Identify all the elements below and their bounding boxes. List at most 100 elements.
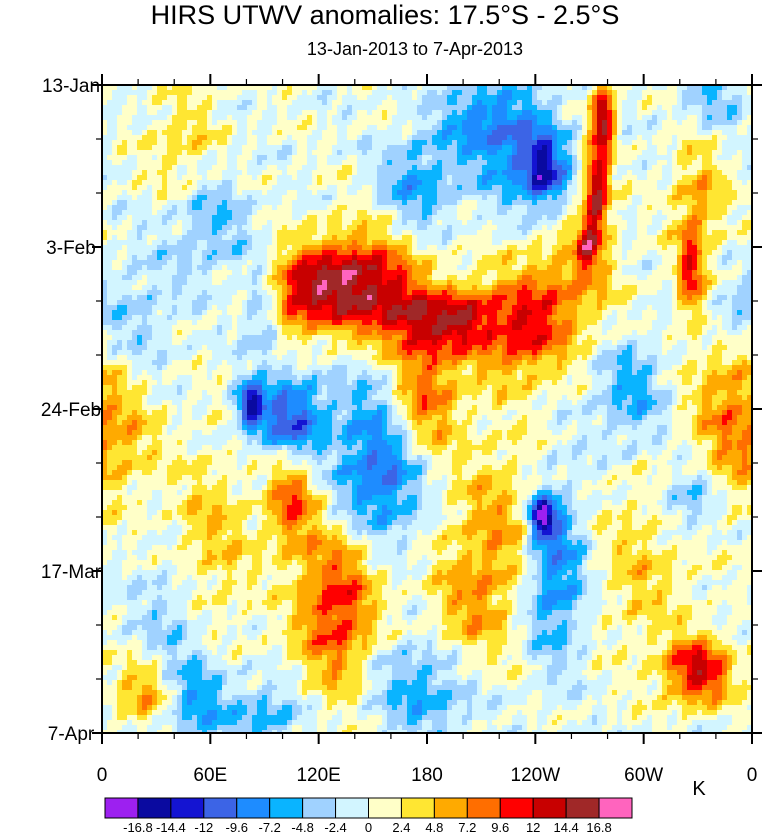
field-cell <box>107 215 113 221</box>
field-cell <box>487 170 493 176</box>
field-cell <box>297 185 303 191</box>
field-cell <box>482 175 488 181</box>
field-cell <box>427 210 433 216</box>
field-cell <box>637 85 643 91</box>
field-cell <box>127 175 133 181</box>
field-cell <box>237 225 243 231</box>
field-cell <box>197 175 203 181</box>
field-cell <box>272 185 278 191</box>
field-cell <box>392 235 398 241</box>
field-cell <box>202 100 208 106</box>
field-cell <box>162 155 168 161</box>
field-cell <box>437 110 443 116</box>
field-cell <box>707 180 713 186</box>
field-cell <box>697 140 703 146</box>
field-cell <box>347 165 353 171</box>
field-cell <box>602 85 608 91</box>
field-cell <box>467 180 473 186</box>
field-cell <box>742 90 748 96</box>
field-cell <box>737 155 743 161</box>
field-cell <box>287 85 293 91</box>
field-cell <box>207 205 213 211</box>
field-cell <box>637 95 643 101</box>
field-cell <box>257 225 263 231</box>
field-cell <box>347 130 353 136</box>
field-cell <box>642 265 648 271</box>
field-cell <box>312 150 318 156</box>
field-cell <box>407 120 413 126</box>
field-cell <box>292 215 298 221</box>
field-cell <box>417 130 423 136</box>
field-cell <box>227 90 233 96</box>
field-cell <box>662 140 668 146</box>
field-cell <box>332 230 338 236</box>
field-cell <box>622 200 628 206</box>
field-cell <box>572 255 578 261</box>
field-cell <box>447 235 453 241</box>
field-cell <box>267 205 273 211</box>
field-cell <box>747 215 753 221</box>
field-cell <box>227 210 233 216</box>
field-cell <box>687 110 693 116</box>
field-cell <box>577 230 583 236</box>
field-cell <box>427 165 433 171</box>
field-cell <box>457 270 463 276</box>
field-cell <box>157 130 163 136</box>
field-cell <box>727 120 733 126</box>
field-cell <box>347 145 353 151</box>
field-cell <box>182 260 188 266</box>
field-cell <box>582 150 588 156</box>
field-cell <box>697 110 703 116</box>
field-cell <box>662 225 668 231</box>
field-cell <box>132 215 138 221</box>
field-cell <box>622 250 628 256</box>
field-cell <box>322 90 328 96</box>
field-cell <box>457 245 463 251</box>
field-cell <box>652 125 658 131</box>
field-cell <box>477 145 483 151</box>
field-cell <box>317 230 323 236</box>
field-cell <box>737 140 743 146</box>
field-cell <box>717 185 723 191</box>
field-cell <box>497 245 503 251</box>
field-cell <box>702 175 708 181</box>
field-cell <box>517 225 523 231</box>
field-cell <box>522 110 528 116</box>
field-cell <box>377 210 383 216</box>
field-cell <box>187 230 193 236</box>
field-cell <box>732 135 738 141</box>
field-cell <box>372 200 378 206</box>
field-cell <box>297 160 303 166</box>
field-cell <box>737 240 743 246</box>
field-cell <box>387 185 393 191</box>
field-cell <box>582 145 588 151</box>
field-cell <box>262 210 268 216</box>
field-cell <box>677 190 683 196</box>
field-cell <box>157 190 163 196</box>
field-cell <box>387 200 393 206</box>
field-cell <box>407 200 413 206</box>
field-cell <box>162 275 168 281</box>
field-cell <box>317 205 323 211</box>
field-cell <box>417 190 423 196</box>
field-cell <box>242 155 248 161</box>
field-cell <box>657 205 663 211</box>
field-cell <box>452 235 458 241</box>
field-cell <box>427 95 433 101</box>
field-cell <box>562 245 568 251</box>
field-cell <box>707 190 713 196</box>
field-cell <box>342 120 348 126</box>
field-cell <box>407 240 413 246</box>
field-cell <box>677 130 683 136</box>
field-cell <box>357 140 363 146</box>
field-cell <box>317 245 323 251</box>
field-cell <box>727 245 733 251</box>
field-cell <box>377 165 383 171</box>
field-cell <box>162 225 168 231</box>
field-cell <box>667 100 673 106</box>
field-cell <box>582 165 588 171</box>
field-cell <box>642 270 648 276</box>
field-cell <box>632 100 638 106</box>
field-cell <box>582 135 588 141</box>
field-cell <box>142 135 148 141</box>
